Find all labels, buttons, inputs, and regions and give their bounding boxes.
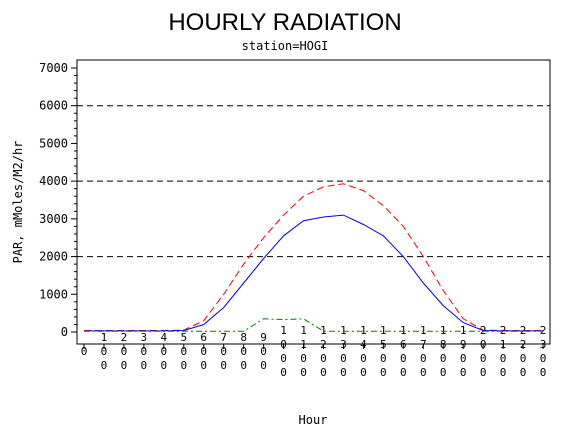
y-axis-label: PAR, mMoles/M2/hr <box>11 141 25 264</box>
y-tick-label: 0 <box>61 325 68 339</box>
x-tick-label: 2300 <box>537 324 550 380</box>
series-lines <box>84 183 543 332</box>
x-tick-label: 1900 <box>457 324 470 380</box>
x-tick-label: 300 <box>137 331 150 373</box>
x-tick-label: 600 <box>197 331 210 373</box>
y-tick-label: 2000 <box>39 250 68 264</box>
x-tick-label: 2200 <box>517 324 530 380</box>
y-tick-label: 1000 <box>39 287 68 301</box>
x-tick-label: 200 <box>117 331 130 373</box>
x-tick-label: 1200 <box>317 324 330 380</box>
x-tick-label: 1500 <box>377 324 390 380</box>
reference-lines <box>77 105 550 258</box>
series-line <box>84 214 543 332</box>
y-tick-label: 3000 <box>39 212 68 226</box>
x-tick-label: 0 <box>78 345 91 359</box>
x-tick-label: 1400 <box>357 324 370 380</box>
x-tick-label: 700 <box>217 331 230 373</box>
x-tick-label: 1300 <box>337 324 350 380</box>
y-tick-label: 5000 <box>39 136 68 150</box>
x-tick-label: 2100 <box>497 324 510 380</box>
y-tick-label: 4000 <box>39 174 68 188</box>
series-line <box>84 318 543 332</box>
x-tick-label: 2000 <box>477 324 490 380</box>
plot-frame <box>76 59 551 345</box>
x-tick-label: 1000 <box>277 324 290 380</box>
x-axis: 0 100 200 300 400 500 600 700 800 900 1000 1100 1200… <box>78 324 550 380</box>
x-tick-label: 1100 <box>297 324 310 380</box>
x-tick-label: 1800 <box>437 324 450 380</box>
chart-title: HOURLY RADIATION <box>168 9 401 36</box>
y-tick-label: 6000 <box>39 99 68 113</box>
x-tick-label: 900 <box>257 331 270 373</box>
x-tick-label: 1600 <box>397 324 410 380</box>
x-tick-label: 400 <box>157 331 170 373</box>
x-axis-label: Hour <box>299 413 328 427</box>
y-tick-label: 7000 <box>39 61 68 75</box>
y-axis: 0 1000 2000 3000 4000 5000 6000 7000 <box>39 61 77 339</box>
x-tick-label: 1700 <box>417 324 430 380</box>
x-tick-label: 800 <box>237 331 250 373</box>
series-line <box>84 183 543 331</box>
chart-subtitle: station=HOGI <box>242 39 329 53</box>
x-tick-label: 100 <box>97 331 110 373</box>
x-tick-label: 500 <box>177 331 190 373</box>
